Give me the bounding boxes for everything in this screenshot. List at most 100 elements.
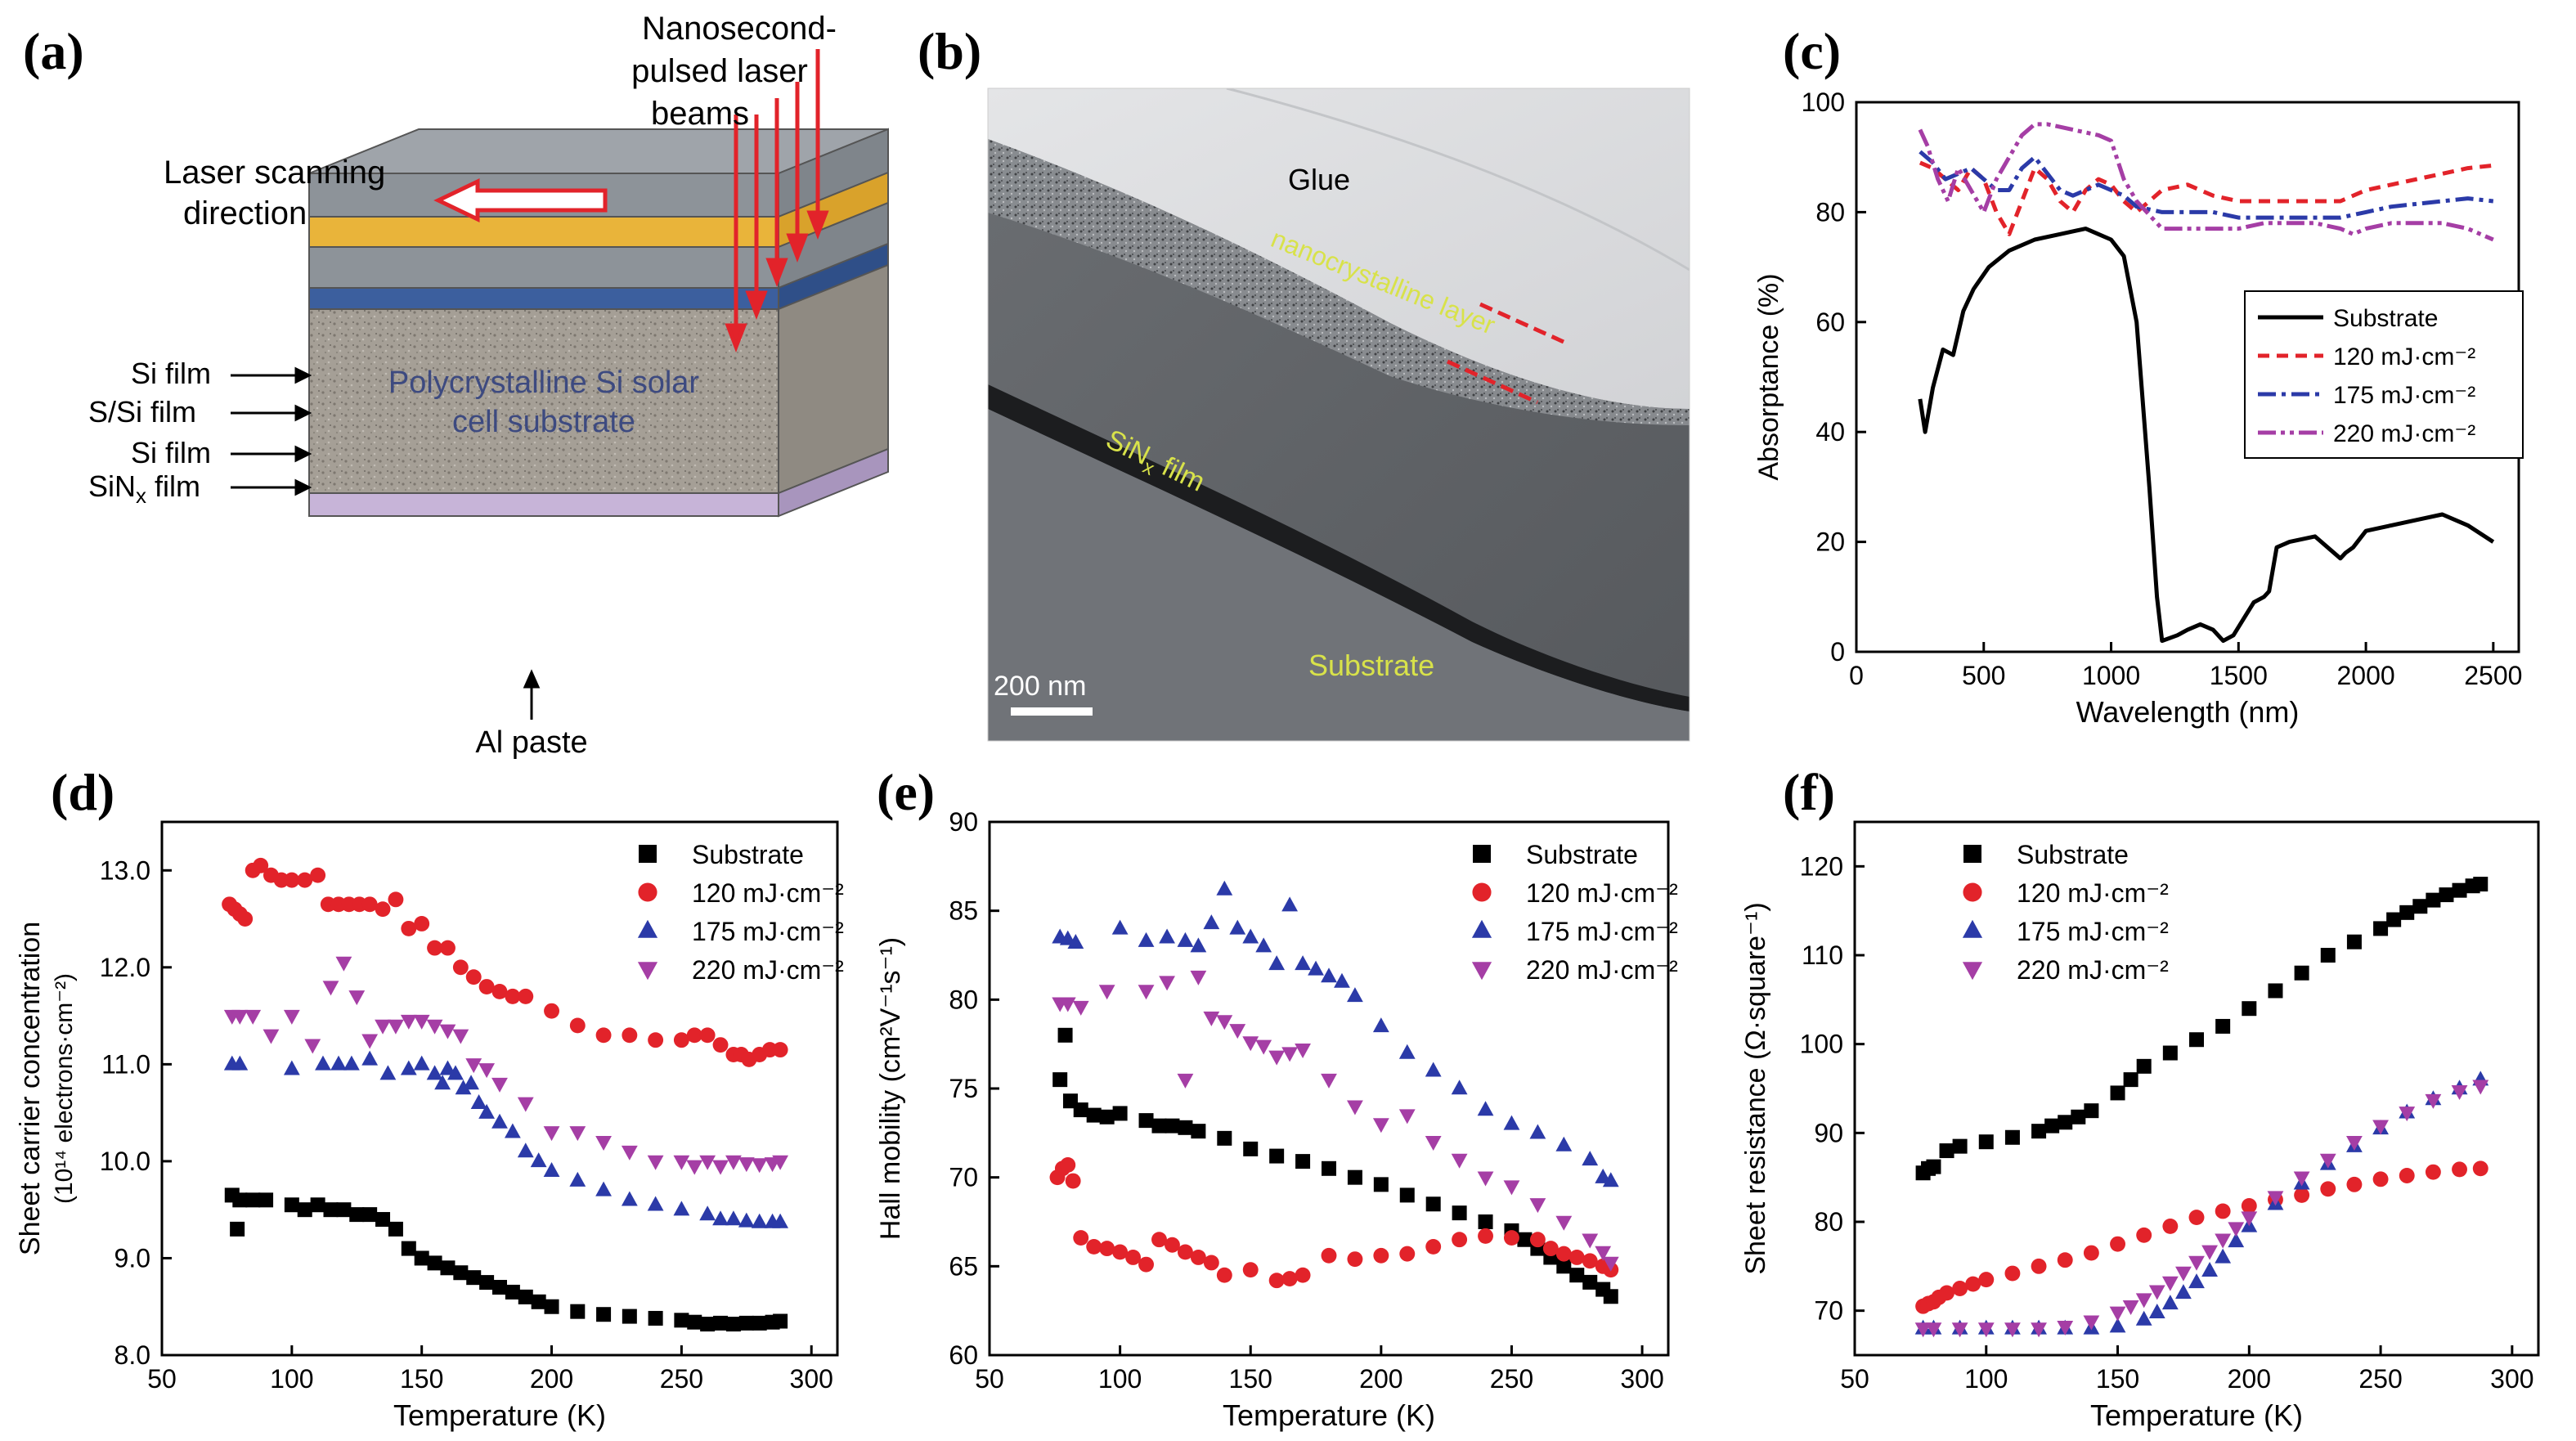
chart-d-point-s2	[379, 1065, 397, 1080]
tem-glue-label: Glue	[1288, 163, 1350, 196]
chart-d-point-s1	[491, 984, 508, 999]
chart-d-point-s2	[455, 1080, 472, 1095]
chart-d-point-s1	[772, 1042, 788, 1058]
chart-d-ytick-label: 13.0	[100, 855, 150, 885]
chart-d-point-s1	[544, 1003, 559, 1019]
chart-d-ytick-label: 8.0	[114, 1340, 150, 1370]
chart-d-point-s0	[388, 1221, 403, 1237]
chart-d-point-s0	[362, 1207, 378, 1223]
chart-f-point-s1	[2372, 1171, 2389, 1187]
chart-e-point-s0	[1052, 1072, 1068, 1088]
chart-e-point-s3	[1177, 1073, 1194, 1089]
substrate-label-1: Polycrystalline Si solar	[388, 366, 699, 400]
chart-f-point-s2	[2135, 1310, 2152, 1326]
chart-f-point-s0	[2123, 1072, 2138, 1088]
al-paste-label: Al paste	[475, 725, 587, 760]
chart-d-point-s3	[478, 1063, 496, 1079]
chart-c-ytick-label: 80	[1815, 197, 1845, 227]
chart-e-ytick-label: 90	[949, 807, 978, 837]
chart-e-point-s1	[1151, 1232, 1167, 1248]
chart-c-plot	[1918, 122, 2495, 644]
chart-d-point-s0	[687, 1314, 702, 1330]
chart-f-point-s3	[2148, 1285, 2165, 1300]
arrowhead-si-film-top	[294, 366, 312, 384]
chart-f-point-s1	[2136, 1227, 2152, 1243]
chart-c-legend: Substrate 120 mJ·cm⁻² 175 mJ·cm⁻² 220 mJ·cm…	[2244, 290, 2524, 459]
chart-d-point-s1	[427, 940, 443, 956]
chart-e-point-s3	[1477, 1171, 1494, 1187]
chart-c-series-line-1	[1919, 160, 2494, 236]
chart-e-point-s3	[1098, 985, 1115, 1000]
chart-d-point-s2	[725, 1210, 742, 1226]
chart-d-xtick-label: 100	[270, 1364, 313, 1394]
chart-f-point-s3	[2215, 1233, 2232, 1249]
chart-d-point-s1	[253, 857, 269, 873]
chart-d-frame	[160, 820, 839, 1357]
chart-c-series-line-3	[1918, 122, 2494, 242]
sinx-film-front	[308, 287, 779, 310]
chart-f-xlabel: Temperature (K)	[2090, 1398, 2303, 1432]
chart-e-legend-marker-2	[1471, 919, 1492, 938]
chart-e-point-s0	[1399, 1187, 1415, 1203]
nano-bracket-lower	[1446, 359, 1539, 405]
chart-f-point-s0	[1939, 1143, 1954, 1159]
chart-f-legend: Substrate 120 mJ·cm⁻² 175 mJ·cm⁻² 220 mJ·cm…	[1962, 840, 2169, 985]
chart-e-legend: Substrate 120 mJ·cm⁻² 175 mJ·cm⁻² 220 mJ·cm…	[1471, 840, 1678, 985]
laser-beam-5-head	[806, 210, 829, 240]
chart-c-ytick-label: 40	[1815, 417, 1845, 447]
chart-d-point-s2	[413, 1055, 430, 1071]
chart-d-point-s3	[245, 1009, 262, 1025]
chart-e-point-s2	[1229, 919, 1246, 935]
chart-e-point-s1	[1555, 1246, 1572, 1262]
chart-f-point-s0	[2439, 887, 2454, 903]
chart-d-point-s1	[518, 988, 534, 1004]
chart-c-ytick-label: 100	[1802, 88, 1845, 117]
chart-d-xtick-label: 200	[530, 1364, 573, 1394]
chart-d-point-s0	[674, 1313, 689, 1328]
arrowhead-s-si-film	[294, 404, 312, 422]
chart-d-point-s3	[699, 1155, 716, 1170]
chart-e-point-s2	[1425, 1062, 1442, 1077]
chart-e-point-s2	[1582, 1151, 1599, 1166]
chart-d-point-s1	[478, 979, 495, 994]
chart-c-ytick-label: 0	[1830, 637, 1845, 667]
chart-f-point-s3	[2161, 1276, 2179, 1291]
chart-d-point-s3	[263, 1029, 280, 1044]
chart-d-point-s2	[231, 1055, 249, 1071]
chart-c-ylabel: Absorptance (%)	[1753, 273, 1784, 480]
chart-d-point-s0	[230, 1221, 245, 1237]
chart-e-point-s3	[1072, 1000, 1089, 1016]
panel-a-label: (a)	[23, 22, 84, 80]
chart-d-point-s0	[414, 1250, 429, 1266]
chart-c-legend-label-0: Substrate	[2333, 305, 2438, 332]
chart-f-point-s3	[2425, 1093, 2442, 1109]
chart-f-xtick-label: 250	[2358, 1364, 2402, 1394]
tem-scale-bar	[1011, 707, 1093, 716]
chart-f-point-s0	[2294, 965, 2309, 981]
chart-e-point-s2	[1477, 1101, 1494, 1116]
chart-f-point-s1	[2162, 1218, 2179, 1234]
chart-e-xtick-label: 200	[1359, 1364, 1402, 1394]
chart-e-point-s3	[1555, 1215, 1573, 1231]
chart-f-point-s3	[2057, 1321, 2074, 1336]
chart-e-point-s2	[1138, 931, 1155, 947]
laser-beam-1-head	[725, 323, 747, 352]
chart-e-xlabel: Temperature (K)	[1223, 1398, 1435, 1432]
chart-e-ylabel: Hall mobility (cm²V⁻¹s⁻¹)	[875, 937, 906, 1240]
chart-e-point-s3	[1255, 1039, 1272, 1055]
chart-d-point-s0	[336, 1202, 352, 1218]
chart-e-ytick-label: 70	[949, 1163, 978, 1192]
s-si-film-front	[308, 216, 779, 248]
chart-d-point-s2	[530, 1152, 547, 1168]
chart-e-point-s1	[1268, 1273, 1285, 1289]
chart-e-point-s3	[1203, 1011, 1220, 1026]
si-film-mid-front	[308, 246, 779, 289]
chart-f-point-s2	[2215, 1248, 2232, 1264]
chart-e-legend-label-1: 120 mJ·cm⁻²	[1526, 878, 1678, 908]
chart-f-point-s3	[2346, 1136, 2363, 1151]
chart-f-point-s0	[1952, 1138, 1968, 1154]
chart-f-point-s1	[2110, 1236, 2125, 1252]
chart-d-point-s0	[349, 1207, 365, 1223]
chart-d-point-s3	[283, 1009, 300, 1025]
chart-e-point-s1	[1165, 1237, 1180, 1253]
